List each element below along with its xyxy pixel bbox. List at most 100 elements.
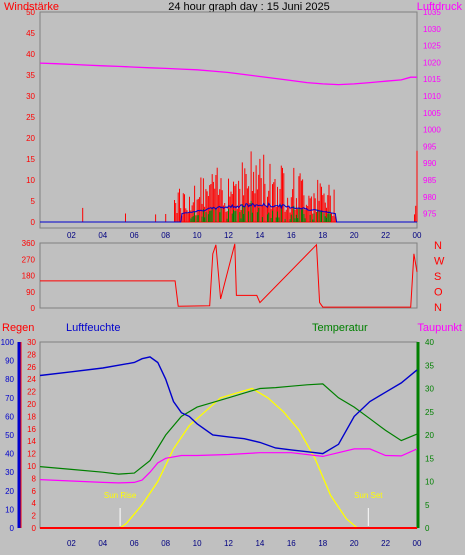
pressure-y-tick: 985: [423, 176, 437, 185]
pressure-y-tick: 980: [423, 193, 437, 202]
humidity-line: [39, 356, 418, 455]
rain-y-tick: 14: [27, 437, 36, 446]
pressure-y-tick: 1010: [423, 92, 441, 101]
humidity-y-tick: 80: [5, 375, 14, 384]
x-tick-label: 04: [98, 231, 107, 240]
x-tick-label: 08: [161, 539, 170, 548]
wind-direction-line: [40, 243, 418, 308]
direction-y-tick: 360: [22, 239, 36, 248]
rain-y-tick: 24: [27, 375, 36, 384]
wind-y-tick: 50: [26, 8, 35, 17]
x-tick-label: 00: [413, 539, 422, 548]
solar-line: [40, 387, 417, 529]
wind-y-tick: 40: [26, 50, 35, 59]
dewpoint-label: Taupunkt: [417, 322, 462, 334]
pressure-y-tick: 1030: [423, 25, 441, 34]
humidity-y-tick: 20: [5, 487, 14, 496]
x-tick-label: 10: [193, 539, 202, 548]
temperature-y-tick: 25: [425, 408, 434, 417]
temperature-y-tick: 5: [425, 501, 430, 510]
x-tick-label: 16: [287, 231, 296, 240]
x-tick-label: 22: [381, 231, 390, 240]
wind-gust-line: [40, 202, 417, 223]
temperature-y-tick: 40: [425, 338, 434, 347]
temperature-y-tick: 30: [425, 385, 434, 394]
wind-y-tick: 15: [26, 155, 35, 164]
x-tick-label: 04: [98, 539, 107, 548]
rain-y-tick: 0: [32, 524, 37, 533]
humidity-y-tick: 30: [5, 468, 14, 477]
x-tick-label: 02: [67, 231, 76, 240]
rain-y-tick: 28: [27, 350, 36, 359]
rain-label: Regen: [2, 322, 34, 334]
humidity-y-ticks: 0 10 20 30 40 50 60 70 80 90 100: [1, 338, 15, 533]
humidity-y-tick: 10: [5, 505, 14, 514]
x-tick-label: 06: [130, 231, 139, 240]
wind-y-tick: 30: [26, 92, 35, 101]
rain-y-tick: 26: [27, 363, 36, 372]
compass-label: N: [434, 240, 442, 252]
humidity-temperature-panel: Regen Luftfeuchte Temperatur Taupunkt 0 1…: [1, 322, 462, 548]
humidity-y-tick: 90: [5, 357, 14, 366]
temperature-y-tick: 20: [425, 431, 434, 440]
chart-title: 24 hour graph day : 15 Juni 2025: [168, 1, 329, 13]
direction-y-tick: 270: [22, 255, 36, 264]
temperature-y-ticks: 0 5 10 15 20 25 30 35 40: [425, 338, 434, 533]
humidity-y-tick: 0: [10, 524, 15, 533]
x-tick-label: 14: [255, 231, 264, 240]
pressure-y-tick: 990: [423, 159, 437, 168]
rain-y-tick: 2: [32, 512, 37, 521]
sunrise-label: Sun Rise: [104, 491, 137, 500]
x-tick-label: 00: [413, 231, 422, 240]
rain-y-tick: 12: [27, 450, 36, 459]
x-tick-label: 12: [224, 539, 233, 548]
temperature-y-tick: 35: [425, 361, 434, 370]
wind-y-tick: 0: [31, 218, 36, 227]
rain-y-tick: 22: [27, 388, 36, 397]
pressure-y-tick: 1000: [423, 126, 441, 135]
temperature-label: Temperatur: [312, 322, 368, 334]
pressure-y-tick: 1035: [423, 8, 441, 17]
rain-y-tick: 16: [27, 425, 36, 434]
rain-y-tick: 18: [27, 412, 36, 421]
sunset-label: Sun Set: [354, 491, 383, 500]
x-tick-label: 16: [287, 539, 296, 548]
x-tick-label: 22: [381, 539, 390, 548]
temperature-y-tick: 15: [425, 454, 434, 463]
humidity-temperature-plot: [39, 341, 418, 529]
x-tick-label: 18: [318, 231, 327, 240]
direction-y-tick: 180: [22, 272, 36, 281]
rain-y-tick: 20: [27, 400, 36, 409]
dewpoint-line: [39, 448, 418, 484]
rain-y-tick: 6: [32, 487, 37, 496]
pressure-y-tick: 995: [423, 142, 437, 151]
x-tick-label: 10: [193, 231, 202, 240]
humidity-y-tick: 50: [5, 431, 14, 440]
x-tick-label: 20: [350, 231, 359, 240]
wind-y-tick: 20: [26, 134, 35, 143]
x-tick-label: 08: [161, 231, 170, 240]
humidity-y-tick: 40: [5, 450, 14, 459]
pressure-y-tick: 1025: [423, 42, 441, 51]
direction-y-tick: 90: [26, 288, 35, 297]
x-tick-label: 14: [255, 539, 264, 548]
x-tick-label: 18: [318, 539, 327, 548]
humidity-label: Luftfeuchte: [66, 322, 120, 334]
rain-y-tick: 10: [27, 462, 36, 471]
x-tick-label: 02: [67, 539, 76, 548]
pressure-y-tick: 975: [423, 210, 437, 219]
wind-y-tick: 35: [26, 71, 35, 80]
wind-y-tick: 45: [26, 29, 35, 38]
x-tick-label: 06: [130, 539, 139, 548]
pressure-line: [39, 62, 417, 86]
humidity-y-tick: 70: [5, 394, 14, 403]
temperature-y-tick: 0: [425, 524, 430, 533]
pressure-y-tick: 1020: [423, 58, 441, 67]
wind-direction-plot: [39, 242, 418, 309]
rain-y-tick: 8: [32, 474, 37, 483]
x-tick-label: 12: [224, 231, 233, 240]
